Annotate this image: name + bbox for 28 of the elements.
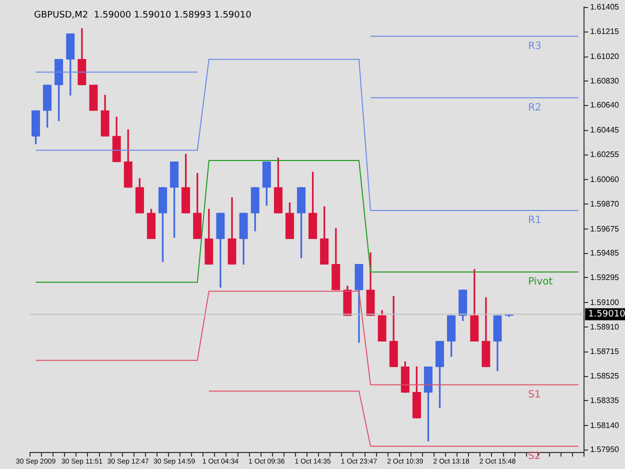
y-tick-label: 1.59870 <box>590 199 620 208</box>
y-tick-label: 1.58525 <box>590 372 620 381</box>
y-tick-label: 1.60060 <box>590 174 620 184</box>
candlestick <box>89 84 98 111</box>
ref-line-label: 1.59010 <box>588 310 625 320</box>
y-tick-label: 1.58335 <box>590 396 620 405</box>
series-label: R2 <box>528 102 542 114</box>
y-tick-label: 1.60255 <box>590 150 620 159</box>
y-tick-label: 1.59100 <box>590 298 620 307</box>
y-tick-label: 1.58910 <box>590 322 620 332</box>
y-tick-label: 1.57950 <box>590 445 620 454</box>
y-tick-label: 1.60640 <box>590 100 620 110</box>
y-tick-label: 1.61215 <box>590 26 620 36</box>
y-tick-label: 1.58140 <box>590 420 620 430</box>
y-tick-label: 1.58715 <box>590 347 620 356</box>
y-tick-label: 1.61020 <box>590 52 620 61</box>
series-label: Pivot <box>528 276 553 288</box>
y-tick-label: 1.60445 <box>590 126 620 135</box>
chart-title: GBPUSD,M2 1.59000 1.59010 1.58993 1.59010 <box>34 10 252 21</box>
y-tick-label: 1.61405 <box>590 2 620 12</box>
y-tick-label: 1.59485 <box>590 248 620 258</box>
y-tick-label: 1.59295 <box>590 272 620 282</box>
series-label: R1 <box>528 215 542 226</box>
series-label: R3 <box>528 40 542 52</box>
y-tick-label: 1.60830 <box>590 76 620 86</box>
series-label: S2 <box>528 450 541 462</box>
series-label: S1 <box>528 389 541 400</box>
y-tick-label: 1.59675 <box>590 224 620 234</box>
